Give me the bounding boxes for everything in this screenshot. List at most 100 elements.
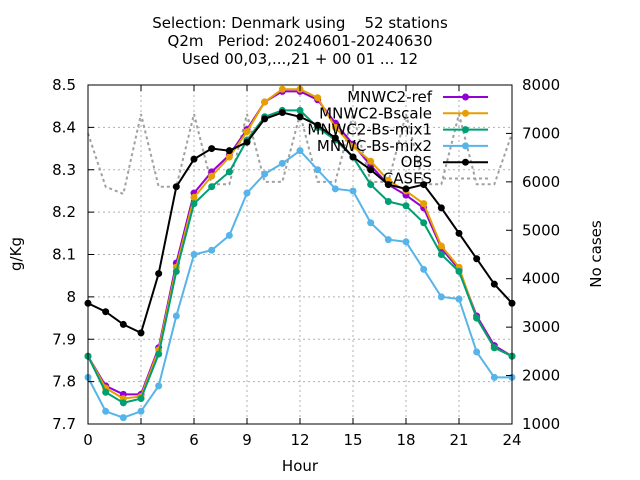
series-point-mnwc-bs-mix2 <box>190 251 198 258</box>
x-tick-label: 15 <box>343 431 362 449</box>
series-point-obs <box>402 185 410 193</box>
series-point-mnwc2-bs-mix1 <box>420 219 428 227</box>
legend-label-mnwc2-ref: MNWC2-ref <box>347 88 432 106</box>
series-point-mnwc2-bscale <box>314 94 322 102</box>
series-point-mnwc2-bscale <box>225 153 233 161</box>
series-point-obs <box>261 115 269 123</box>
y-tick-label: 8.4 <box>52 118 76 136</box>
y2-tick-label: 5000 <box>522 221 560 239</box>
series-point-mnwc2-bs-mix1 <box>384 198 392 206</box>
legend-label-obs: OBS <box>401 153 432 171</box>
series-point-mnwc2-bs-mix1 <box>225 168 233 176</box>
y-tick-label: 8.2 <box>52 203 76 221</box>
series-point-mnwc-bs-mix2 <box>102 407 110 415</box>
series-point-mnwc2-bscale <box>420 200 428 208</box>
series-point-mnwc-bs-mix2 <box>208 246 216 254</box>
x-tick-label: 21 <box>449 431 468 449</box>
legend-marker-mnwc2-bs-mix1 <box>462 126 469 134</box>
series-point-mnwc-bs-mix2 <box>384 236 392 244</box>
y2-tick-label: 3000 <box>522 318 560 336</box>
series-point-mnwc2-bs-mix1 <box>473 314 481 322</box>
series-point-obs <box>172 183 180 191</box>
series-point-mnwc-bs-mix2 <box>490 373 498 381</box>
y-tick-label: 7.9 <box>52 330 76 348</box>
series-point-mnwc2-bscale <box>278 85 286 93</box>
legend-marker-obs <box>462 158 469 166</box>
series-point-mnwc-bs-mix2 <box>119 414 127 422</box>
series-point-mnwc-bs-mix2 <box>261 170 269 178</box>
y2-tick-label: 7000 <box>522 124 560 142</box>
series-point-mnwc2-bs-mix1 <box>119 399 127 407</box>
series-point-mnwc2-bs-mix1 <box>190 200 198 208</box>
series-point-mnwc2-bs-mix1 <box>102 388 110 396</box>
x-tick-label: 6 <box>189 431 199 449</box>
x-tick-label: 24 <box>502 431 521 449</box>
y2-tick-label: 2000 <box>522 367 560 385</box>
y2-axis-label: No cases <box>587 220 605 288</box>
series-point-mnwc-bs-mix2 <box>331 185 339 193</box>
legend-marker-mnwc-bs-mix2 <box>462 142 469 150</box>
y-tick-label: 8 <box>66 288 76 306</box>
series-point-mnwc2-bscale <box>208 172 216 180</box>
series-point-obs <box>331 134 339 142</box>
legend-marker-mnwc2-bscale <box>462 109 469 117</box>
x-axis-label: Hour <box>282 457 319 475</box>
legend-marker-mnwc2-ref <box>462 93 469 101</box>
series-point-mnwc-bs-mix2 <box>225 231 233 239</box>
series-point-mnwc-bs-mix2 <box>137 407 145 415</box>
y-tick-label: 7.7 <box>52 415 76 433</box>
y-tick-label: 8.1 <box>52 246 76 264</box>
series-point-mnwc2-bscale <box>349 142 357 150</box>
series-point-obs <box>490 280 498 288</box>
y-axis-label: g/Kg <box>7 237 25 271</box>
x-tick-label: 12 <box>290 431 309 449</box>
y2-tick-label: 6000 <box>522 173 560 191</box>
y2-tick-label: 8000 <box>522 76 560 94</box>
series-point-mnwc2-bs-mix1 <box>455 267 463 275</box>
series-point-obs <box>314 121 322 129</box>
series-point-mnwc2-bs-mix1 <box>437 251 445 258</box>
series-point-mnwc2-bscale <box>243 128 251 136</box>
series-point-obs <box>349 153 357 161</box>
legend-label-mnwc2-bscale: MNWC2-Bscale <box>319 104 432 122</box>
series-point-obs <box>190 155 198 163</box>
legend-label-cases: CASES <box>383 170 432 188</box>
series-point-obs <box>473 255 481 263</box>
series-point-mnwc-bs-mix2 <box>314 166 322 174</box>
y-tick-label: 8.3 <box>52 161 76 179</box>
series-point-mnwc2-bscale <box>261 98 269 106</box>
legend: MNWC2-refMNWC2-BscaleMNWC2-Bs-mix1MNWC-B… <box>307 88 488 188</box>
legend-label-mnwc2-bs-mix1: MNWC2-Bs-mix1 <box>307 121 432 139</box>
series-point-mnwc-bs-mix2 <box>437 293 445 301</box>
series-point-obs <box>420 181 428 189</box>
series-point-obs <box>278 109 286 117</box>
series-point-mnwc-bs-mix2 <box>402 238 410 246</box>
series-point-mnwc2-bs-mix1 <box>155 350 163 358</box>
series-point-mnwc2-bs-mix1 <box>296 106 304 114</box>
series-point-mnwc-bs-mix2 <box>243 189 251 197</box>
series-point-mnwc2-bscale <box>190 193 198 201</box>
chart-title-line-1: Selection: Denmark using 52 stations <box>152 14 448 32</box>
series-point-mnwc-bs-mix2 <box>367 219 375 227</box>
y-tick-label: 7.8 <box>52 373 76 391</box>
chart-title-line-3: Used 00,03,...,21 + 00 01 ... 12 <box>181 50 419 68</box>
legend-label-mnwc-bs-mix2: MNWC-Bs-mix2 <box>317 137 432 155</box>
x-tick-label: 0 <box>83 431 93 449</box>
series-point-obs <box>225 147 233 155</box>
y2-tick-label: 4000 <box>522 270 560 288</box>
x-tick-label: 9 <box>242 431 252 449</box>
series-point-obs <box>384 181 392 189</box>
series-point-mnwc-bs-mix2 <box>155 382 163 390</box>
series-point-mnwc2-bs-mix1 <box>367 181 375 189</box>
series-point-obs <box>243 138 251 146</box>
series-point-obs <box>296 113 304 121</box>
series-point-mnwc-bs-mix2 <box>296 147 304 155</box>
series-point-mnwc2-bs-mix1 <box>208 183 216 191</box>
series-point-obs <box>119 320 127 328</box>
series-point-obs <box>102 308 110 316</box>
series-point-obs <box>155 270 163 278</box>
series-point-obs <box>455 229 463 237</box>
series-point-obs <box>367 166 375 174</box>
series-point-mnwc-bs-mix2 <box>473 348 481 356</box>
y-tick-label: 8.5 <box>52 76 76 94</box>
